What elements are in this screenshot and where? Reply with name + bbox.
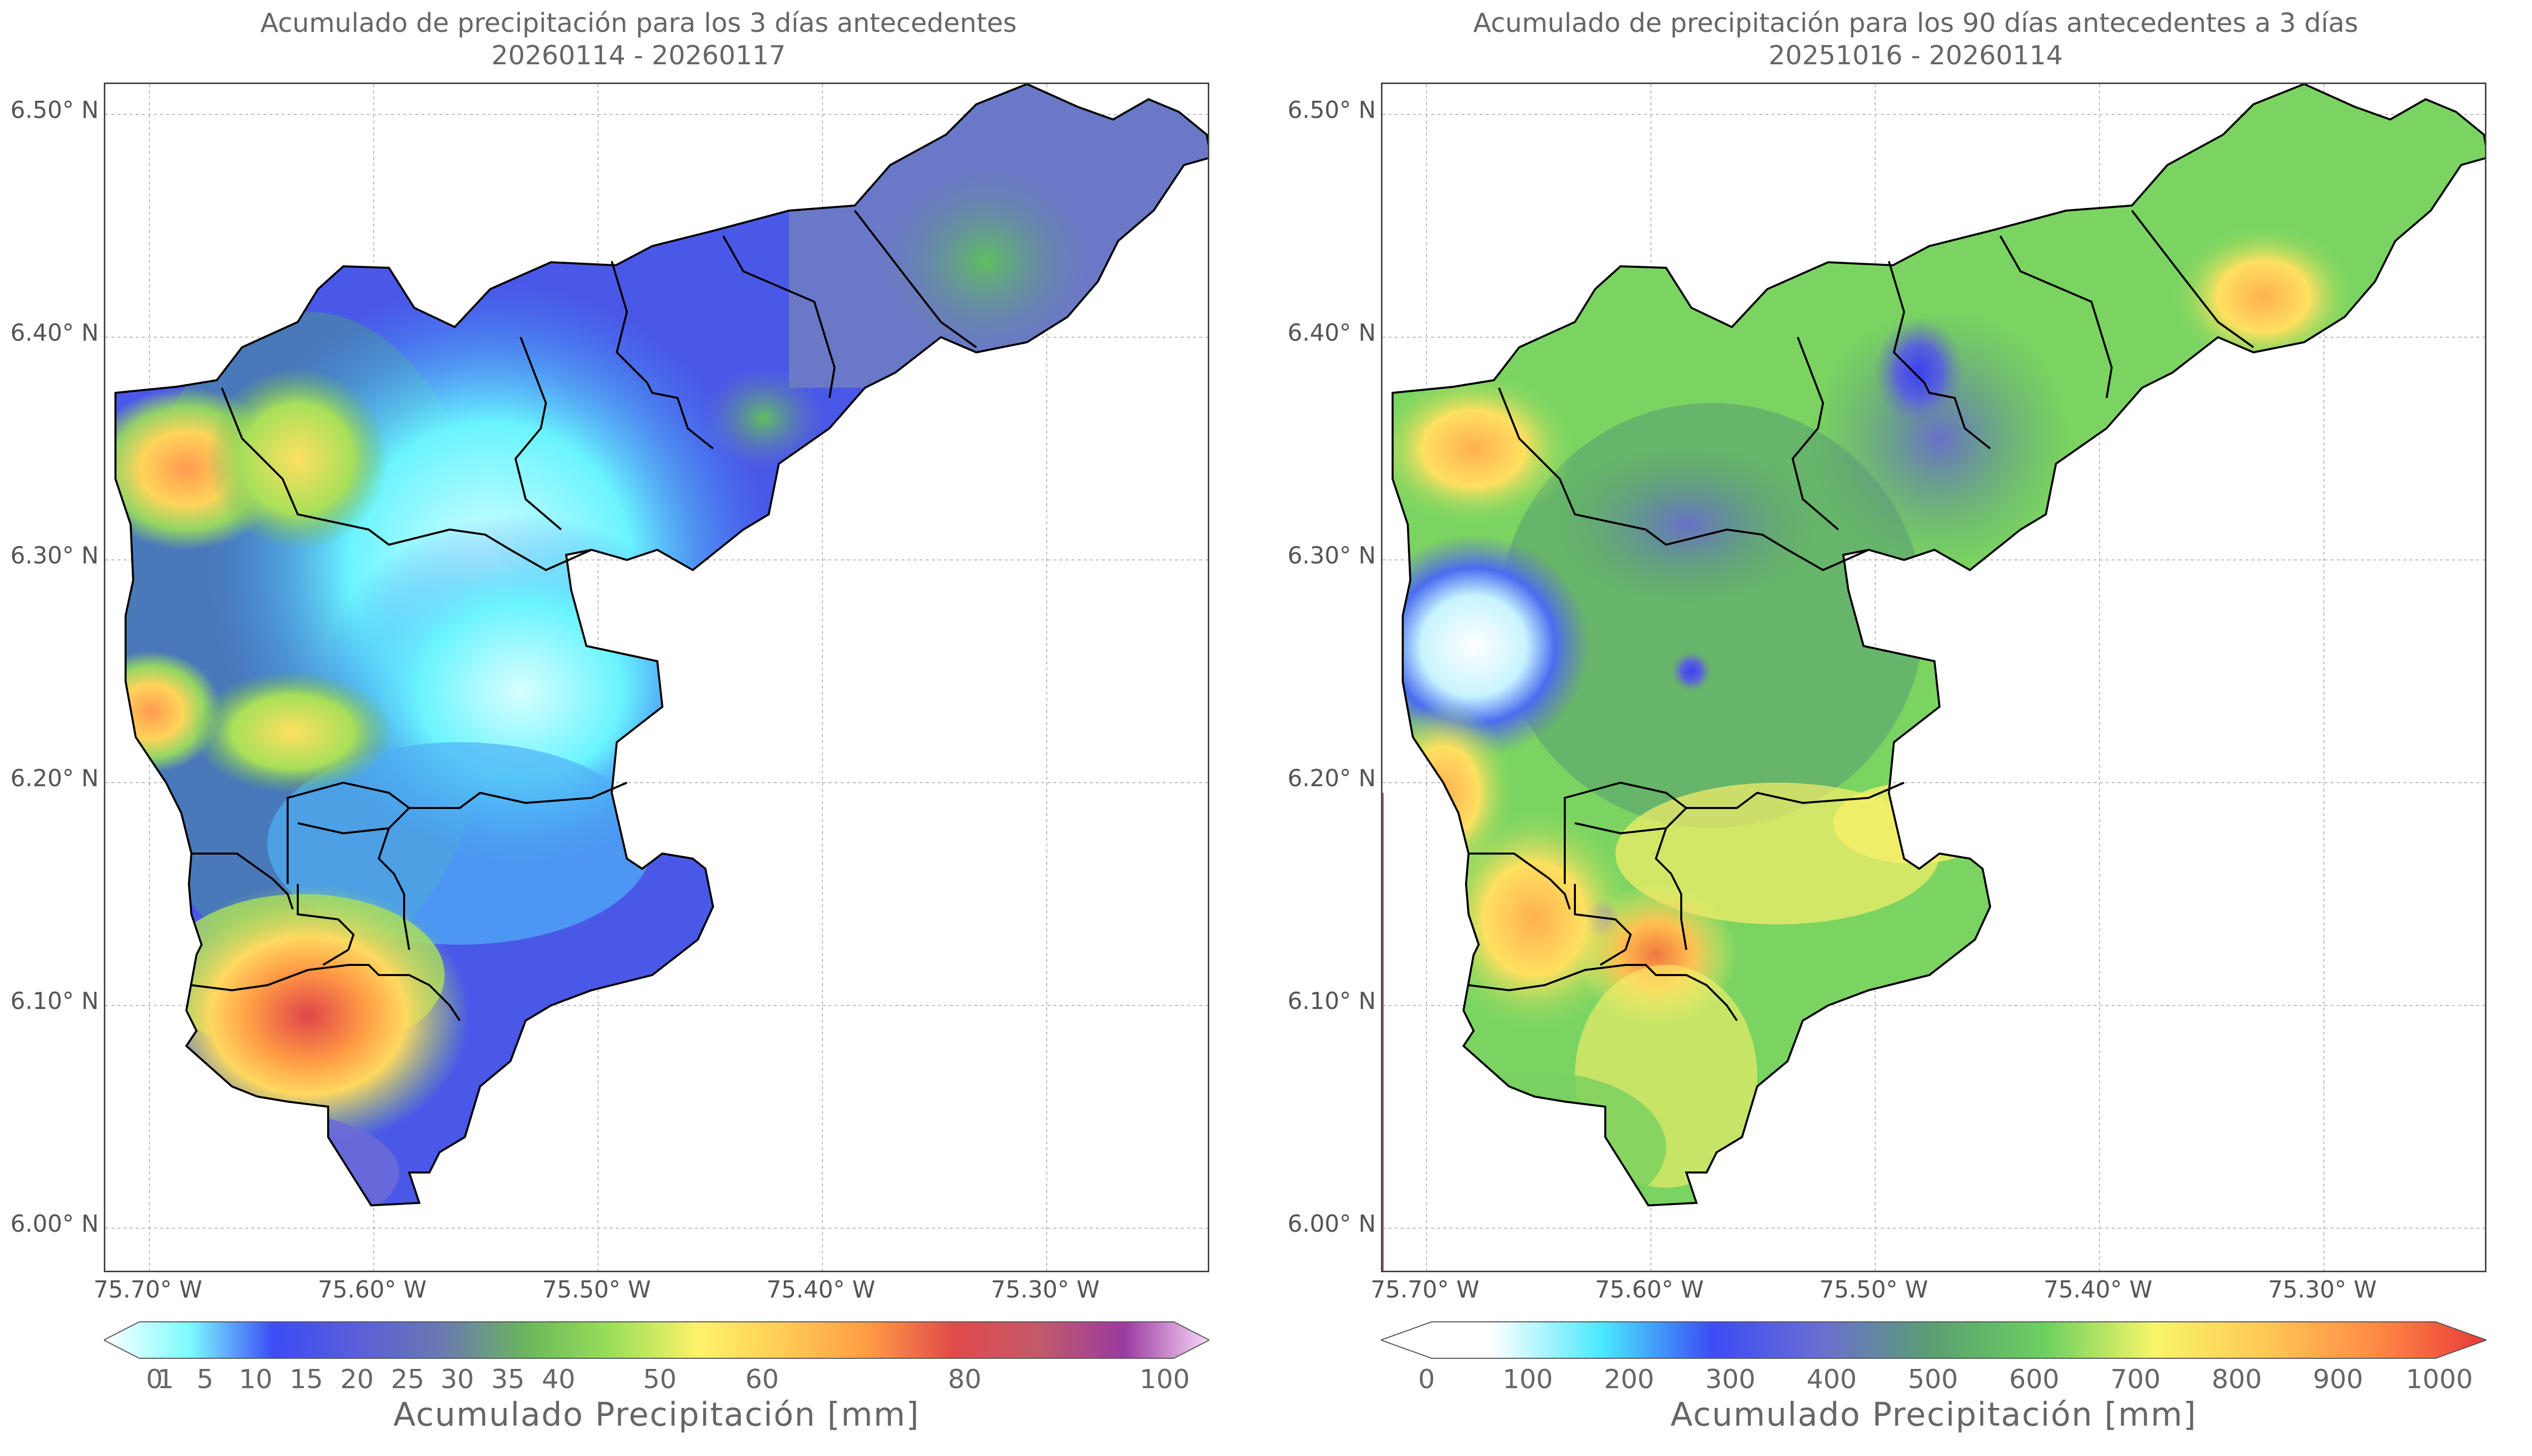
colorbar-tick: 100 <box>1502 1364 1553 1395</box>
colorbar-tick: 0 <box>1418 1364 1435 1395</box>
colorbar-tick: 100 <box>1139 1364 1190 1395</box>
lon-label: 75.70° W <box>93 1276 203 1303</box>
precipitation-field <box>115 84 1208 1205</box>
colorbar-tick: 40 <box>541 1364 576 1395</box>
colorbar <box>1381 1321 2486 1359</box>
colorbar <box>104 1321 1209 1359</box>
lat-label: 6.20° N <box>10 764 99 792</box>
colorbar-tick: 50 <box>643 1364 677 1395</box>
lon-label: 75.30° W <box>991 1276 1100 1303</box>
colorbar-tick: 5 <box>196 1364 214 1395</box>
municipal-boundaries <box>1392 84 2485 1207</box>
colorbar-tick: 15 <box>289 1364 324 1395</box>
colorbar-tick: 25 <box>390 1364 425 1395</box>
colorbar-tick: 800 <box>2211 1364 2262 1395</box>
colorbar-tick: 80 <box>947 1364 982 1395</box>
colorbar-tick: 300 <box>1705 1364 1756 1395</box>
colorbar-label: Acumulado Precipitación [mm] <box>1670 1396 2197 1434</box>
precipitation-field <box>1393 84 2485 1205</box>
panel-date-range: 20251016 - 20260114 <box>1768 41 2063 71</box>
lat-label: 6.40° N <box>10 319 99 346</box>
municipal-boundaries <box>114 84 1208 1207</box>
colorbar-tick: 1 <box>157 1364 174 1395</box>
colorbar-tick: 200 <box>1604 1364 1654 1395</box>
colorbar-tick: 500 <box>1908 1364 1958 1395</box>
lat-label: 6.10° N <box>10 987 99 1015</box>
lat-label: 6.30° N <box>1287 542 1376 569</box>
colorbar-tick: 700 <box>2110 1364 2161 1395</box>
lat-label: 6.30° N <box>10 542 99 569</box>
lat-label: 6.00° N <box>1287 1210 1376 1237</box>
panel-title: Acumulado de precipitación para los 90 d… <box>1473 8 2358 38</box>
lon-label: 75.40° W <box>2043 1276 2153 1303</box>
lon-label: 75.50° W <box>542 1276 651 1303</box>
lon-label: 75.60° W <box>318 1276 427 1303</box>
colorbar-tick: 60 <box>745 1364 779 1395</box>
lat-label: 6.00° N <box>10 1210 99 1237</box>
colorbar-tick: 400 <box>1806 1364 1857 1395</box>
precipitation-map <box>105 84 1208 1271</box>
colorbar-ticks: 0 1 5 10 15 20 25 30 35 40 50 60 80 100 <box>104 1364 1209 1395</box>
colorbar-tick: 900 <box>2313 1364 2363 1395</box>
panel-date-range: 20260114 - 20260117 <box>491 41 786 71</box>
lon-label: 75.30° W <box>2268 1276 2377 1303</box>
colorbar-tick: 1000 <box>2405 1364 2473 1395</box>
map-area <box>1381 83 2486 1272</box>
lat-label: 6.40° N <box>1287 319 1376 346</box>
lat-label: 6.20° N <box>1287 764 1376 792</box>
lat-label: 6.50° N <box>1287 96 1376 124</box>
lat-label: 6.50° N <box>10 96 99 124</box>
colorbar-ticks: 0 100 200 300 400 500 600 700 800 900 10… <box>1381 1364 2486 1395</box>
map-area <box>104 83 1209 1272</box>
colorbar-tick: 600 <box>2009 1364 2060 1395</box>
lon-label: 75.40° W <box>766 1276 876 1303</box>
colorbar-tick: 35 <box>491 1364 525 1395</box>
precipitation-map <box>1382 84 2485 1271</box>
colorbar-tick: 0 <box>146 1364 163 1395</box>
panel-90-day-precipitation: Acumulado de precipitación para los 90 d… <box>1277 0 2532 1456</box>
colorbar-label: Acumulado Precipitación [mm] <box>393 1396 920 1434</box>
colorbar-tick: 20 <box>340 1364 374 1395</box>
lon-label: 75.70° W <box>1370 1276 1480 1303</box>
lon-label: 75.60° W <box>1595 1276 1704 1303</box>
colorbar-tick: 30 <box>440 1364 474 1395</box>
panel-3-day-precipitation: Acumulado de precipitación para los 3 dí… <box>10 8 1209 1434</box>
lon-label: 75.50° W <box>1819 1276 1928 1303</box>
panel-title: Acumulado de precipitación para los 3 dí… <box>260 8 1017 38</box>
lat-label: 6.10° N <box>1287 987 1376 1015</box>
colorbar-tick: 10 <box>239 1364 273 1395</box>
